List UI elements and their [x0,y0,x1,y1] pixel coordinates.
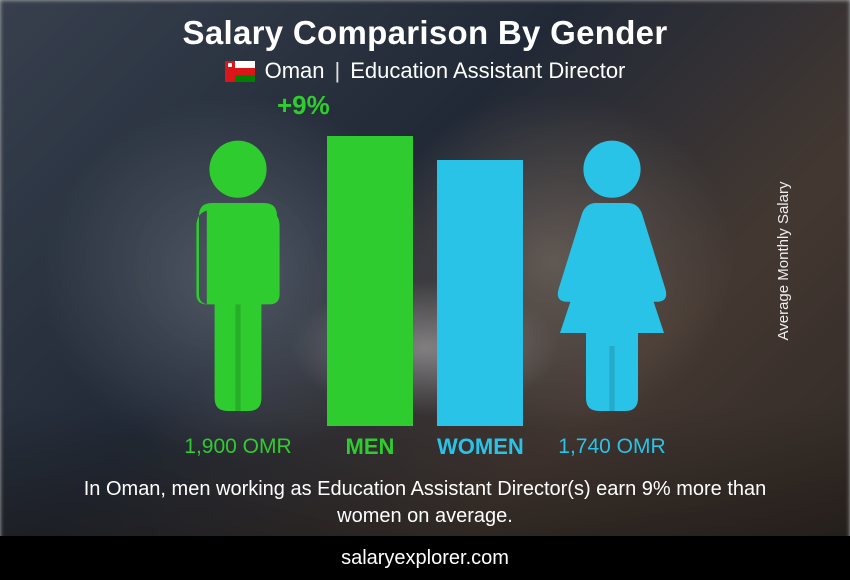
men-value: 1,900 OMR [173,435,303,459]
women-icon-col [547,136,677,426]
subtitle-row: Oman | Education Assistant Director [225,58,626,84]
female-person-icon [547,136,677,426]
men-label: MEN [327,434,413,460]
labels-row: 1,900 OMR MEN WOMEN 1,740 OMR [173,434,677,460]
women-bar [437,160,523,426]
women-label: WOMEN [437,434,523,460]
divider-pipe: | [335,58,341,84]
male-person-icon [173,136,303,426]
description-text: In Oman, men working as Education Assist… [55,476,795,530]
chart-area: +9% Average Monthly Salary [75,96,775,426]
women-value: 1,740 OMR [547,435,677,459]
men-icon-col [173,136,303,426]
percent-diff-label: +9% [277,90,330,121]
footer-bar: salaryexplorer.com [0,536,850,580]
women-bar-col [437,160,523,426]
content-wrapper: Salary Comparison By Gender Oman | Educa… [0,0,850,580]
y-axis-label: Average Monthly Salary [775,182,792,341]
job-title-label: Education Assistant Director [350,58,625,84]
footer-link[interactable]: salaryexplorer.com [341,547,509,570]
men-bar [327,136,413,426]
country-label: Oman [265,58,325,84]
page-title: Salary Comparison By Gender [183,14,668,52]
oman-flag-icon [225,61,255,82]
men-bar-col [327,136,413,426]
